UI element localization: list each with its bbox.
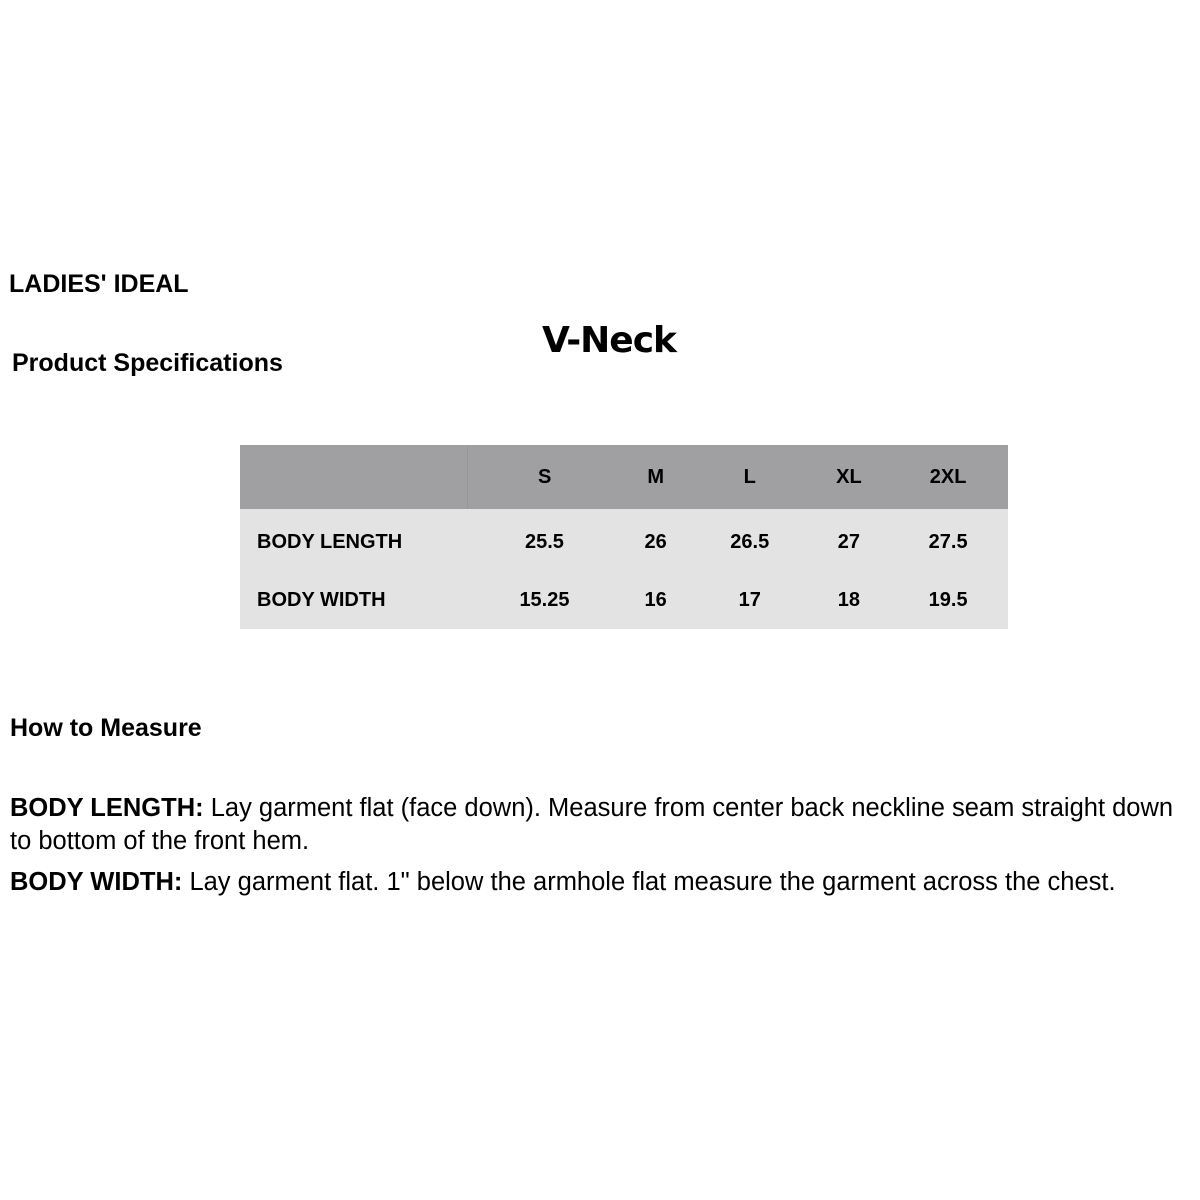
instruction-term: BODY LENGTH: (10, 794, 204, 822)
brand-heading: LADIES' IDEAL (9, 270, 189, 298)
table-cell: 16 (621, 571, 690, 629)
table-cell: 27.5 (888, 509, 1008, 571)
table-cell: 26.5 (689, 509, 810, 571)
table-row: BODY LENGTH 25.5 26 26.5 27 27.5 (240, 509, 1008, 571)
size-header: M (621, 445, 690, 509)
table-cell: 18 (809, 571, 889, 629)
table-cell: 26 (621, 509, 690, 571)
table-row: BODY WIDTH 15.25 16 17 18 19.5 (240, 571, 1008, 629)
row-label: BODY WIDTH (240, 571, 468, 629)
how-to-measure-heading: How to Measure (10, 714, 202, 742)
size-header: S (467, 445, 622, 509)
instruction-text: Lay garment flat. 1" below the armhole f… (182, 868, 1116, 896)
product-title: V-Neck (541, 320, 677, 361)
table-header-row: S M L XL 2XL (240, 445, 1008, 509)
body-length-instruction: BODY LENGTH: Lay garment flat (face down… (10, 792, 1200, 858)
table-cell: 27 (809, 509, 889, 571)
size-chart-table: S M L XL 2XL BODY LENGTH 25.5 26 26.5 27… (240, 445, 1008, 629)
specifications-heading: Product Specifications (12, 349, 283, 377)
size-header: XL (809, 445, 889, 509)
row-label: BODY LENGTH (240, 509, 468, 571)
size-header: 2XL (888, 445, 1008, 509)
instruction-term: BODY WIDTH: (10, 868, 183, 896)
table-cell: 19.5 (888, 571, 1008, 629)
size-header: L (689, 445, 810, 509)
table-cell: 15.25 (467, 571, 622, 629)
table-cell: 25.5 (467, 509, 622, 571)
instruction-text: Lay garment flat (face down). Measure fr… (10, 794, 1174, 855)
body-width-instruction: BODY WIDTH: Lay garment flat. 1" below t… (10, 866, 1200, 899)
header-empty-cell (240, 445, 468, 509)
table-cell: 17 (689, 571, 810, 629)
